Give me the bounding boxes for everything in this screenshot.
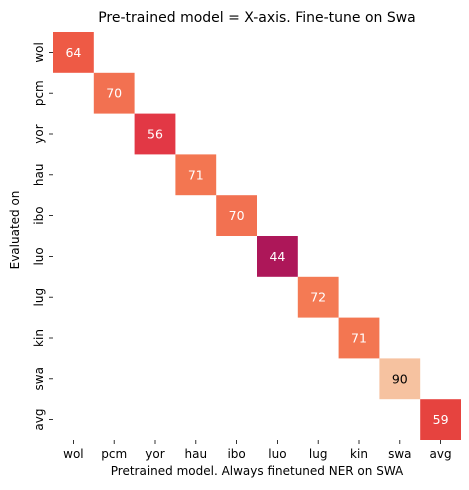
x-tick-label: wol <box>63 447 84 461</box>
heatmap-cells: 64 70 56 71 70 44 72 71 90 59 <box>53 32 461 440</box>
cell-value-label: 64 <box>65 45 81 60</box>
cell-value-label: 90 <box>392 371 408 386</box>
cell-value-label: 72 <box>310 290 326 305</box>
x-axis-ticks: wol pcm yor hau ibo luo lug kin swa avg <box>63 440 451 461</box>
y-tick-label: yor <box>32 124 46 143</box>
y-tick-label: lug <box>32 288 46 307</box>
cell-value-label: 56 <box>147 127 163 142</box>
x-tick-label: avg <box>430 447 452 461</box>
cell-value-label: 70 <box>229 208 245 223</box>
y-tick-label: ibo <box>32 206 46 224</box>
y-axis-label: Evaluated on <box>8 191 22 270</box>
x-tick-label: yor <box>145 447 164 461</box>
x-tick-label: hau <box>185 447 208 461</box>
y-tick-label: swa <box>32 367 46 390</box>
y-tick-label: luo <box>32 247 46 265</box>
x-tick-label: pcm <box>101 447 127 461</box>
cell-value-label: 71 <box>351 331 367 346</box>
y-tick-label: wol <box>32 42 46 63</box>
cell-value-label: 59 <box>433 412 449 427</box>
y-axis-ticks: wol pcm yor hau ibo luo lug kin swa avg <box>32 42 53 430</box>
y-tick-label: pcm <box>32 80 46 106</box>
cell-value-label: 71 <box>188 167 204 182</box>
y-tick-label: hau <box>32 164 46 187</box>
x-axis-label: Pretrained model. Always finetuned NER o… <box>111 464 404 478</box>
x-tick-label: lug <box>309 447 328 461</box>
y-tick-label: avg <box>32 409 46 431</box>
cell-value-label: 70 <box>106 86 122 101</box>
y-tick-label: kin <box>32 329 46 347</box>
cell-value-label: 44 <box>269 249 285 264</box>
chart-title: Pre-trained model = X-axis. Fine-tune on… <box>98 10 416 26</box>
x-tick-label: ibo <box>227 447 245 461</box>
x-tick-label: kin <box>350 447 368 461</box>
x-tick-label: luo <box>268 447 286 461</box>
x-tick-label: swa <box>388 447 411 461</box>
